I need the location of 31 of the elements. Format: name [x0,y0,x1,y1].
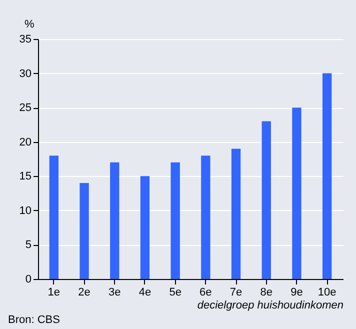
x-tick-label: 2e [78,286,90,298]
text: Bron: CBS [8,314,60,326]
x-tick-label: 1e [48,286,60,298]
bar [201,156,210,279]
y-tick-label: 20 [19,136,32,148]
bar [231,148,241,279]
bar [262,121,271,279]
bar [322,73,332,279]
x-tick-label: 7e [230,286,242,298]
bar [80,183,89,279]
y-tick-label: 15 [19,170,32,183]
y-axis-title: % [24,18,34,30]
x-tick-label: 10e [318,286,336,298]
y-tick-label: 35 [19,34,32,46]
y-tick-label: 0 [25,274,32,286]
bar [140,176,150,279]
bar [292,108,302,279]
x-tick-label: 3e [108,286,121,298]
y-tick-label: 10 [19,204,32,217]
x-axis-title: decielgroep huishoudinkomen [197,300,344,312]
y-tick-label: 5 [25,239,32,252]
x-tick-label: 8e [260,286,272,298]
x-tick-label: 9e [290,286,303,298]
x-tick-label: 6e [200,286,212,298]
y-tick-label: 25 [19,102,32,114]
bar [49,156,59,279]
x-tick-label: 5e [169,286,182,298]
x-tick-label: 4e [138,286,152,298]
y-tick-label: 30 [19,68,32,80]
bar [110,162,120,279]
bar [170,162,180,279]
